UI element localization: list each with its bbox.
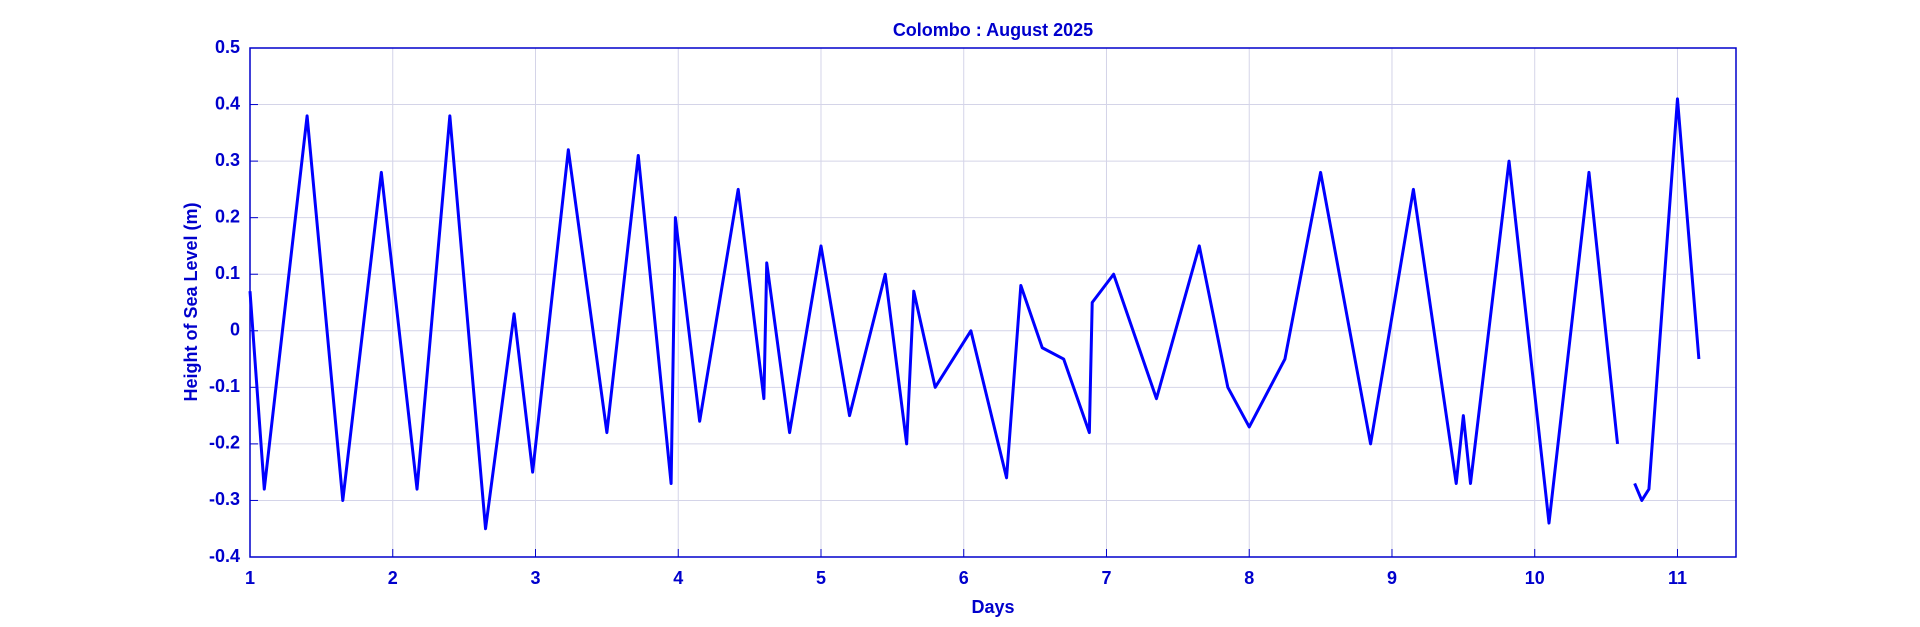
y-tick-label: -0.3 [209,489,240,509]
y-tick-label: 0.2 [215,206,240,226]
x-tick-label: 4 [673,568,683,588]
y-tick-label: 0.5 [215,37,240,57]
y-tick-label: 0.1 [215,263,240,283]
y-axis-label: Height of Sea Level (m) [181,202,201,401]
x-axis-label: Days [971,597,1014,617]
x-tick-label: 8 [1244,568,1254,588]
x-tick-label: 5 [816,568,826,588]
chart-title: Colombo : August 2025 [893,20,1093,40]
x-tick-label: 1 [245,568,255,588]
y-tick-label: -0.1 [209,376,240,396]
y-tick-label: 0 [230,320,240,340]
y-tick-label: -0.4 [209,546,240,566]
x-tick-label: 6 [959,568,969,588]
x-tick-label: 7 [1101,568,1111,588]
x-tick-label: 9 [1387,568,1397,588]
y-tick-label: 0.3 [215,150,240,170]
y-tick-label: 0.4 [215,93,240,113]
x-tick-label: 3 [530,568,540,588]
y-tick-label: -0.2 [209,433,240,453]
x-tick-label: 11 [1668,568,1687,588]
plot-frame [249,47,1737,558]
x-tick-label: 10 [1525,568,1545,588]
line [248,97,1701,531]
x-tick-label: 2 [388,568,398,588]
